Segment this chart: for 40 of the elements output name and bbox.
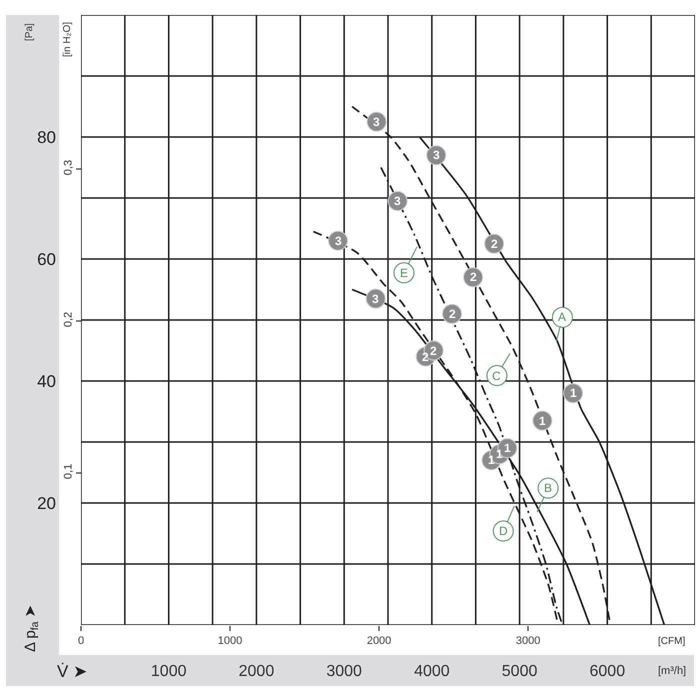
annotation: 1	[570, 386, 577, 400]
annotation: 3	[335, 234, 342, 248]
annotation: 3	[394, 194, 401, 208]
annotation: 2	[491, 237, 498, 251]
x2-tick-label: 2000	[366, 635, 392, 648]
annotation: 1	[539, 414, 546, 428]
y-axis-title: [Pa]	[24, 22, 35, 41]
annotation: 2	[430, 344, 437, 358]
x-axis-title: [m³/h]	[658, 665, 686, 677]
text: V̇ ➤	[57, 662, 88, 681]
x-tick-label: 3000	[326, 663, 362, 680]
annotation: 2	[470, 270, 477, 284]
annotation: E	[400, 266, 408, 280]
annotation: D	[499, 524, 508, 538]
annotation: 1	[504, 441, 511, 455]
y-tick-label: 40	[37, 372, 56, 391]
y-tick-label: 60	[37, 250, 56, 269]
x-tick-label: 6000	[589, 663, 626, 680]
x-tick-label: 2000	[238, 663, 274, 680]
annotation: 3	[372, 292, 379, 306]
x2-axis-title: [CFM]	[658, 636, 686, 647]
annotation: 3	[373, 115, 380, 129]
x2-tick-label: 3000	[516, 635, 540, 648]
y2-axis-title: [in H₂O]	[62, 22, 73, 57]
x2-tick-label: 0	[78, 635, 84, 648]
annotation: 2	[449, 307, 456, 321]
x-tick-label: 4000	[414, 663, 450, 680]
y-tick-label: 80	[37, 128, 56, 147]
annotation: A	[558, 310, 566, 324]
x2-tick-label: 1000	[218, 635, 242, 648]
x-tick-label: 5000	[502, 663, 538, 680]
y2-tick-label: 0,2	[62, 312, 75, 328]
y-tick-label: 20	[37, 494, 56, 513]
annotation: C	[492, 369, 501, 383]
annotation: B	[544, 481, 552, 495]
annotation: 2	[422, 350, 429, 364]
y2-tick-label: 0,1	[62, 464, 75, 480]
y2-tick-label: 0,3	[62, 160, 75, 176]
x-tick-label: 1000	[150, 663, 187, 680]
annotation: 3	[433, 148, 440, 162]
